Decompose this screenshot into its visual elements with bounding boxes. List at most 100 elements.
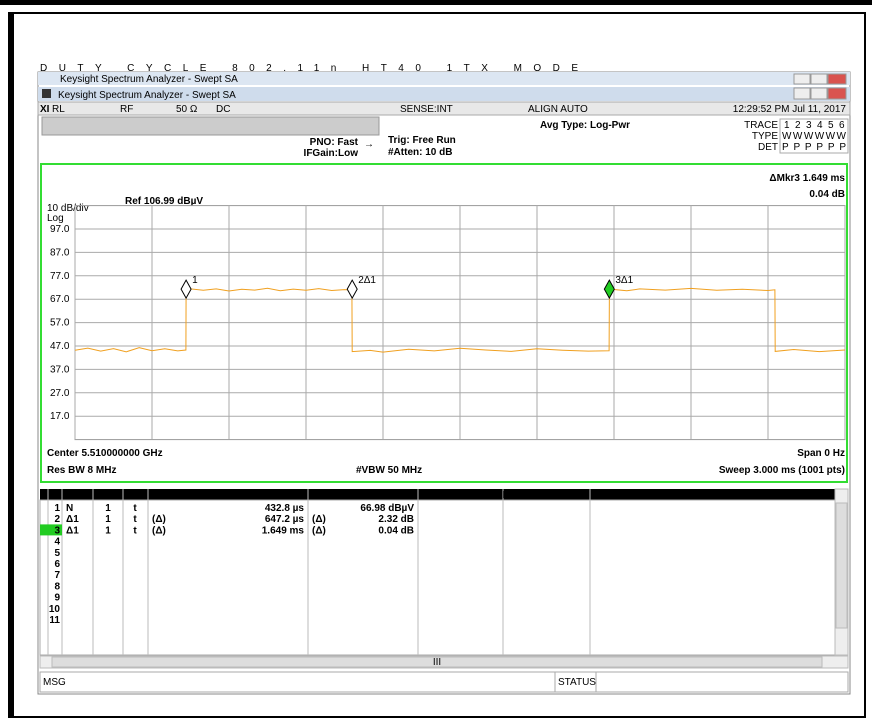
table-cell: 432.8 µs [265,503,305,514]
trig-arrow: → [364,139,374,150]
status-item: ALIGN AUTO [528,104,588,115]
marker-label: 2Δ1 [358,275,376,286]
center-freq: Center 5.510000000 GHz [47,448,163,459]
y-tick-label: 27.0 [50,388,70,399]
msg-bar [39,671,849,693]
table-cell: N [66,503,73,514]
marker [603,279,615,300]
vbw: #VBW 50 MHz [356,465,422,476]
marker-label: 1 [192,275,198,286]
window-title: Keysight Spectrum Analyzer - Swept SA [60,74,238,85]
xi-icon: XI [40,104,50,115]
det-values: P P P P P P [782,142,846,153]
table-cell: (Δ) [152,525,166,536]
table-cell: (Δ) [152,514,166,525]
header-cell: X [225,490,232,501]
max-button[interactable] [810,73,828,85]
close-button[interactable] [827,73,847,85]
h-scroll-thumb[interactable] [51,656,823,668]
table-cell: 1 [54,503,60,514]
selected-row [40,524,62,536]
table-cell: 9 [54,593,60,604]
table-cell: 2.32 dB [378,514,414,525]
table-cell: 3 [54,525,60,536]
marker [346,279,358,300]
table-cell: t [133,503,137,514]
table-cell: 7 [54,570,60,581]
v-scroll-thumb[interactable] [835,502,848,629]
scale-label: 10 dB/div [47,203,89,214]
status-item: RF [120,104,133,115]
setting: Trig: Free Run [388,135,456,146]
trace-number: 6 [839,120,845,131]
table-cell: t [133,525,137,536]
y-tick-label: 97.0 [50,224,70,235]
min-button[interactable] [793,73,811,85]
close-button[interactable] [827,87,847,100]
trace-label: TRACE [744,120,778,131]
y-tick-label: 47.0 [50,341,70,352]
table-cell: Δ1 [66,525,79,536]
table-header [40,489,835,500]
trace-number: 2 [795,120,801,131]
header-cell: MODE [62,490,92,501]
table-cell: t [133,514,137,525]
frame-right [864,12,866,718]
table-cell: (Δ) [312,525,326,536]
trace [74,287,846,353]
status-bar [37,101,851,116]
table-cell: 1 [105,503,111,514]
header-cell: TRC [98,490,119,501]
table-cell: 647.2 µs [265,514,305,525]
header-cell: FUNCTION [434,490,486,501]
trace-number: 4 [817,120,823,131]
table-cell: 10 [49,604,61,615]
trace-number: 3 [806,120,812,131]
y-tick-label: 17.0 [50,411,70,422]
res-bw: Res BW 8 MHz [47,465,116,476]
title-bar [38,72,850,85]
setting: #Atten: 10 dB [388,147,452,158]
delta-marker: ΔMkr3 1.649 ms [769,173,845,184]
y-tick-label: 67.0 [50,294,70,305]
table-cell: 11 [49,615,60,626]
status-label: STATUS [558,677,596,688]
frame-top [0,0,872,5]
y-tick-label: 87.0 [50,247,70,258]
det-label: DET [758,142,778,153]
table-cell: 1 [105,525,111,536]
type-label: TYPE [752,131,778,142]
header-cell: FUNCTION WIDTH [502,490,589,501]
trace-number: 5 [828,120,834,131]
table-cell: 5 [54,548,60,559]
y-tick-label: 77.0 [50,271,70,282]
marker-label: 3Δ1 [615,275,633,286]
entry-box[interactable] [41,116,380,136]
table-cell: (Δ) [312,514,326,525]
scroll-grip: III [433,657,441,668]
table-cell: 8 [54,581,60,592]
y-tick-label: 37.0 [50,364,70,375]
max-button[interactable] [810,87,828,100]
status-item: 12:29:52 PM Jul 11, 2017 [733,104,847,115]
table-cell: 1 [105,514,111,525]
header-cell: SCL [125,490,145,501]
marker [180,279,192,300]
status-item: 50 Ω [176,104,198,115]
status-item: SENSE:INT [400,104,453,115]
y-tick-label: 57.0 [50,318,70,329]
header-cell: FUNCTION VALUE [669,490,756,501]
table-cell: 6 [54,559,60,570]
span: Span 0 Hz [797,448,845,459]
window-title: Keysight Spectrum Analyzer - Swept SA [58,90,236,101]
frame-line [8,12,866,14]
min-button[interactable] [793,87,811,100]
type-values: WWWWWW [782,131,847,142]
table-cell: 4 [54,537,60,548]
setting: Avg Type: Log-Pwr [540,120,630,131]
table-cell: Δ1 [66,514,79,525]
trace-number: 1 [784,120,790,131]
header-cell: Y [360,490,367,501]
table-cell: 1.649 ms [262,525,305,536]
